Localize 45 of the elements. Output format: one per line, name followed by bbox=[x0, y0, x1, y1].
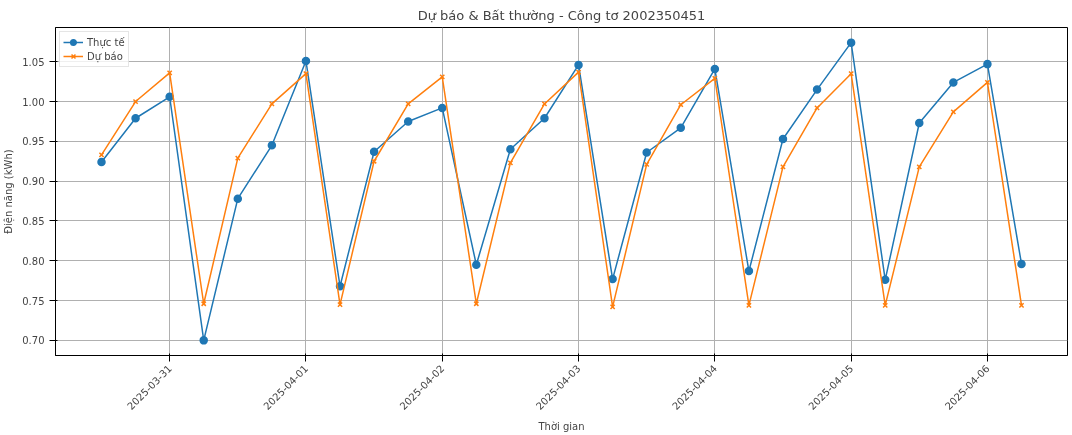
point bbox=[949, 78, 958, 87]
point bbox=[846, 38, 856, 47]
y-tick-label: 0.80 bbox=[22, 255, 45, 267]
x-axis-title: Thời gian bbox=[537, 421, 585, 433]
point bbox=[269, 101, 275, 107]
point bbox=[267, 141, 277, 150]
point bbox=[506, 145, 515, 154]
y-tick-label: 1.00 bbox=[22, 96, 45, 108]
point bbox=[574, 60, 583, 70]
point bbox=[403, 117, 413, 126]
legend-label: Thực tế bbox=[87, 35, 125, 49]
y-tick-label: 1.05 bbox=[22, 56, 45, 68]
point bbox=[199, 336, 208, 345]
point bbox=[710, 64, 720, 74]
point bbox=[915, 118, 924, 128]
point bbox=[1017, 259, 1026, 269]
legend-label: Dự báo bbox=[87, 49, 123, 63]
y-tick-label: 0.75 bbox=[22, 295, 45, 307]
point bbox=[132, 98, 139, 105]
y-tick-label: 0.95 bbox=[22, 136, 45, 148]
point bbox=[233, 194, 243, 203]
point bbox=[540, 114, 549, 123]
y-tick-label: 0.70 bbox=[22, 335, 45, 347]
point bbox=[608, 274, 617, 284]
point bbox=[676, 123, 686, 133]
point bbox=[131, 114, 140, 123]
point bbox=[812, 85, 822, 94]
point bbox=[97, 157, 106, 167]
point bbox=[200, 300, 207, 307]
point bbox=[814, 105, 820, 111]
point bbox=[744, 266, 754, 276]
point bbox=[473, 300, 480, 307]
y-tick-label: 0.90 bbox=[22, 176, 45, 188]
point bbox=[642, 148, 651, 157]
point bbox=[677, 101, 684, 108]
point bbox=[983, 59, 992, 69]
point bbox=[369, 147, 379, 156]
point bbox=[778, 134, 788, 144]
point bbox=[984, 79, 991, 86]
point bbox=[472, 260, 481, 269]
point bbox=[301, 56, 311, 66]
point bbox=[437, 103, 447, 113]
y-tick-label: 0.85 bbox=[22, 215, 45, 227]
y-axis-title: Điện năng (kWh) bbox=[3, 149, 16, 234]
chart-title: Dự báo & Bất thường - Công tơ 2002350451 bbox=[417, 7, 706, 23]
